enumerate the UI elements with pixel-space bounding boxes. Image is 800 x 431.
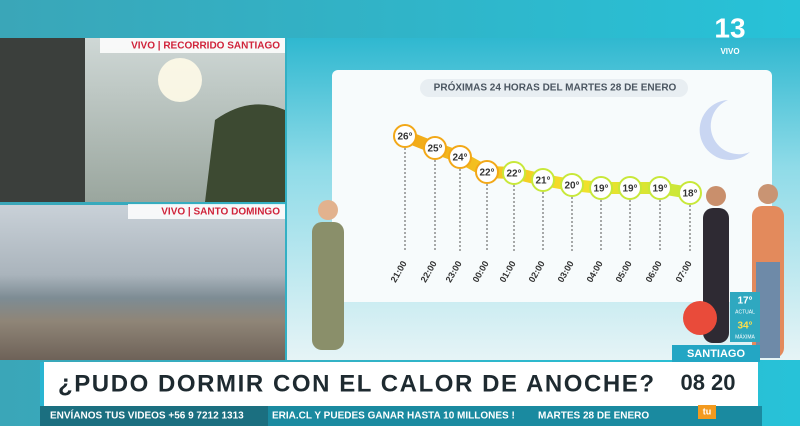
- ticker-date: MARTES 28 DE ENERO: [538, 411, 649, 422]
- presenter-left: [312, 200, 344, 350]
- channel-logo: 13: [714, 12, 745, 43]
- temp-label: 19°: [593, 184, 608, 195]
- whatsapp-box: [40, 406, 268, 426]
- headline-bar: [40, 362, 662, 406]
- temp-marker: [531, 168, 555, 192]
- temp-label: 22°: [479, 168, 494, 179]
- temp-label: 21°: [535, 176, 550, 187]
- heat-icon: [683, 301, 717, 335]
- ticker-promo: ERIA.CL Y PUEDES GANAR HASTA 10 MILLONES…: [272, 411, 515, 422]
- live-status: VIVO: [720, 47, 739, 56]
- inset-label-box: [100, 38, 285, 53]
- sun: [158, 58, 202, 102]
- headline: ¿PUDO DORMIR CON EL CALOR DE ANOCHE?: [58, 370, 654, 397]
- temp-label: 22°: [506, 169, 521, 180]
- inset-beach: [0, 205, 285, 360]
- temp-marker: [589, 176, 613, 200]
- ticker-whatsapp: ENVÍANOS TUS VIDEOS +56 9 7212 1313: [50, 409, 244, 422]
- temp-marker: [648, 176, 672, 200]
- badge-box: [698, 405, 716, 419]
- inset-label: VIVO | SANTO DOMINGO: [161, 207, 280, 218]
- temp-marker: [678, 181, 702, 205]
- inset-label-box: [128, 204, 285, 219]
- city-name: SANTIAGO: [687, 348, 746, 360]
- title-pill: [420, 79, 688, 97]
- temp-marker: [448, 145, 472, 169]
- temp-label: 25°: [427, 144, 442, 155]
- inset-label: VIVO | RECORRIDO SANTIAGO: [131, 41, 280, 52]
- building: [0, 38, 85, 202]
- clock: 08 20: [680, 370, 735, 395]
- current-temp: 17°: [737, 296, 752, 307]
- tree: [205, 104, 285, 202]
- temp-marker: [560, 173, 584, 197]
- temp-marker: [423, 136, 447, 160]
- temp-label: 26°: [397, 132, 412, 143]
- max-temp: 34°: [737, 321, 752, 332]
- temp-label: 19°: [652, 184, 667, 195]
- max-temp-label: MÁXIMA: [735, 333, 755, 340]
- temp-label: 18°: [682, 189, 697, 200]
- channel-badge: tu: [703, 406, 712, 416]
- current-panel: [730, 292, 760, 342]
- temp-label: 20°: [564, 181, 579, 192]
- moon-icon: [699, 100, 750, 160]
- temp-marker: [475, 160, 499, 184]
- temp-label: 19°: [622, 184, 637, 195]
- clock-box: [662, 362, 758, 406]
- forecast-title: PRÓXIMAS 24 HORAS DEL MARTES 28 DE ENERO: [434, 81, 677, 94]
- current-temp-label: ACTUAL: [735, 309, 755, 315]
- temp-marker: [618, 176, 642, 200]
- temp-marker: [393, 124, 417, 148]
- temp-marker: [502, 161, 526, 185]
- temp-label: 24°: [452, 153, 467, 164]
- city-bar: [672, 345, 760, 362]
- accent: [40, 362, 44, 406]
